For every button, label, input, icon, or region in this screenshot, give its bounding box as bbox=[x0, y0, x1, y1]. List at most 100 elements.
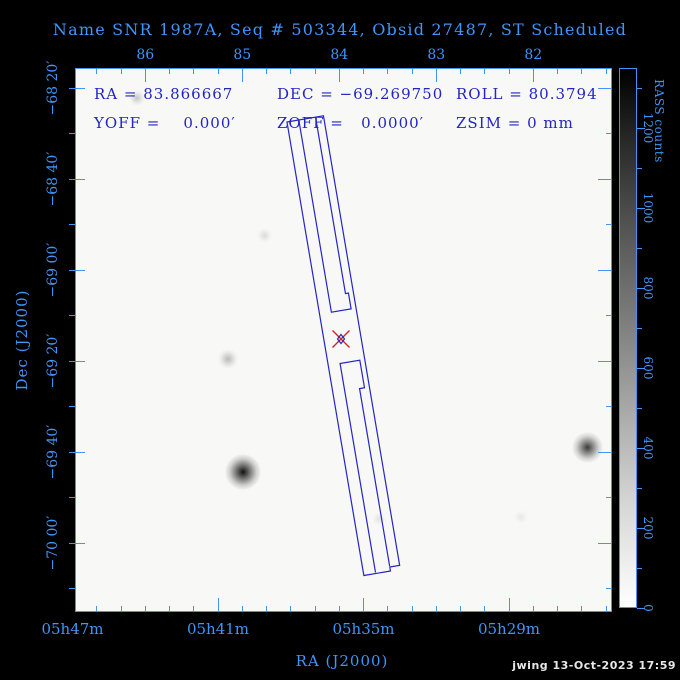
left-axis-tick-label: −68 20′ bbox=[45, 60, 61, 116]
top-axis-tick-label: 84 bbox=[330, 47, 349, 63]
info-yoff: YOFF = 0.000′ bbox=[94, 114, 236, 132]
instrument-footprint[interactable] bbox=[286, 115, 401, 577]
bottom-axis-tick bbox=[508, 598, 510, 612]
bottom-axis-tick bbox=[241, 606, 243, 612]
left-axis-minor-tick bbox=[69, 315, 76, 316]
bottom-axis-tick bbox=[387, 606, 389, 612]
colorbar-minor-tick bbox=[637, 407, 642, 409]
info-dec: DEC = −69.269750 bbox=[277, 85, 444, 103]
bottom-axis-tick bbox=[411, 606, 413, 612]
left-axis-tick bbox=[69, 542, 85, 544]
bottom-axis-tick-label: 05h41m bbox=[186, 620, 250, 638]
bottom-axis-tick-label: 05h29m bbox=[477, 620, 541, 638]
colorbar-minor-tick bbox=[637, 87, 642, 89]
bottom-axis-tick bbox=[193, 606, 195, 612]
colorbar-tick bbox=[637, 607, 645, 609]
x-axis-title: RA (J2000) bbox=[295, 652, 389, 670]
bottom-axis-tick bbox=[557, 606, 558, 612]
right-axis-minor-tick bbox=[606, 224, 612, 225]
bottom-axis-tick bbox=[605, 606, 607, 612]
top-axis-tick bbox=[363, 68, 364, 74]
top-axis-tick bbox=[484, 68, 486, 74]
bottom-axis-tick bbox=[532, 606, 534, 612]
bottom-axis-tick bbox=[435, 606, 437, 612]
aimpoint-marker[interactable] bbox=[332, 330, 350, 348]
left-axis-tick bbox=[69, 178, 85, 180]
top-axis-tick bbox=[460, 68, 461, 74]
overlay-layer bbox=[286, 115, 401, 577]
info-zoff: ZOFF = 0.0000′ bbox=[277, 114, 425, 132]
top-axis-tick bbox=[581, 68, 583, 74]
colorbar-minor-tick bbox=[637, 167, 642, 169]
top-axis-tick bbox=[217, 68, 219, 74]
top-axis-tick bbox=[435, 68, 437, 82]
info-roll: ROLL = 80.3794 bbox=[456, 85, 598, 103]
left-axis-minor-tick bbox=[69, 588, 76, 589]
top-axis-tick bbox=[193, 68, 195, 74]
colorbar-tick bbox=[637, 527, 645, 529]
bottom-axis-tick-label: 05h47m bbox=[41, 620, 104, 638]
top-axis-tick bbox=[144, 68, 146, 82]
bottom-axis-tick bbox=[363, 598, 364, 612]
top-axis-tick bbox=[96, 68, 98, 74]
colorbar-tick bbox=[637, 207, 645, 209]
y-axis-title: Dec (J2000) bbox=[13, 289, 31, 391]
colorbar-minor-tick bbox=[637, 567, 642, 569]
bottom-axis-tick bbox=[144, 606, 146, 612]
bottom-axis-tick bbox=[338, 606, 340, 612]
top-axis-tick-label: 83 bbox=[427, 47, 446, 63]
top-axis-tick bbox=[266, 68, 267, 74]
bottom-axis-tick bbox=[581, 606, 583, 612]
aimpoint-diamond-icon bbox=[336, 333, 346, 345]
top-axis-tick bbox=[338, 68, 340, 82]
credit-timestamp: jwing 13-Oct-2023 17:59 bbox=[512, 659, 676, 672]
left-axis-tick-label: −69 00′ bbox=[45, 242, 61, 298]
right-axis-tick bbox=[598, 87, 612, 89]
bottom-axis-tick bbox=[120, 606, 122, 612]
top-axis-tick bbox=[557, 68, 558, 74]
colorbar-minor-tick bbox=[637, 487, 642, 489]
bottom-axis-tick bbox=[169, 606, 170, 612]
sky-plot-area[interactable]: RA = 83.866667 DEC = −69.269750 ROLL = 8… bbox=[75, 68, 612, 612]
bottom-axis-tick bbox=[314, 606, 316, 612]
top-axis-tick bbox=[241, 68, 243, 82]
plot-title: Name SNR 1987A, Seq # 503344, Obsid 2748… bbox=[52, 20, 628, 39]
top-axis-tick bbox=[387, 68, 389, 74]
top-axis-tick bbox=[169, 68, 170, 74]
left-axis-tick bbox=[69, 360, 85, 362]
colorbar-minor-tick bbox=[637, 247, 642, 249]
bottom-axis-tick bbox=[217, 598, 219, 612]
top-axis-tick-label: 82 bbox=[524, 47, 543, 63]
right-axis-tick bbox=[598, 269, 612, 271]
colorbar-tick bbox=[637, 367, 645, 369]
aimpoint-x-icon bbox=[332, 330, 350, 348]
right-axis-minor-tick bbox=[606, 588, 612, 589]
right-axis-minor-tick bbox=[606, 133, 612, 134]
bottom-axis-tick bbox=[460, 606, 461, 612]
left-axis-tick-label: −68 40′ bbox=[45, 151, 61, 207]
left-axis-tick bbox=[69, 451, 85, 453]
right-axis-tick bbox=[598, 360, 612, 362]
right-axis-minor-tick bbox=[606, 406, 612, 407]
top-axis-tick bbox=[532, 68, 534, 82]
top-axis-tick bbox=[411, 68, 413, 74]
bottom-axis-tick bbox=[290, 606, 292, 612]
left-axis-minor-tick bbox=[69, 497, 76, 498]
left-axis-tick-label: −70 00′ bbox=[45, 515, 61, 571]
top-axis-tick bbox=[314, 68, 316, 74]
colorbar-tick bbox=[637, 287, 645, 289]
footprint-upper-strip bbox=[298, 117, 352, 313]
top-axis-tick bbox=[120, 68, 122, 74]
info-zsim: ZSIM = 0 mm bbox=[456, 114, 574, 132]
colorbar-wedge bbox=[619, 68, 637, 608]
top-axis-tick-label: 86 bbox=[136, 47, 155, 63]
colorbar-tick bbox=[637, 127, 645, 129]
footprint-outer-outline bbox=[286, 115, 401, 577]
top-axis-tick bbox=[605, 68, 607, 74]
info-ra: RA = 83.866667 bbox=[94, 85, 234, 103]
footprint-lower-strip bbox=[339, 359, 391, 573]
left-axis-minor-tick bbox=[69, 406, 76, 407]
left-axis-minor-tick bbox=[69, 133, 76, 134]
bottom-axis-tick-label: 05h35m bbox=[332, 620, 395, 638]
